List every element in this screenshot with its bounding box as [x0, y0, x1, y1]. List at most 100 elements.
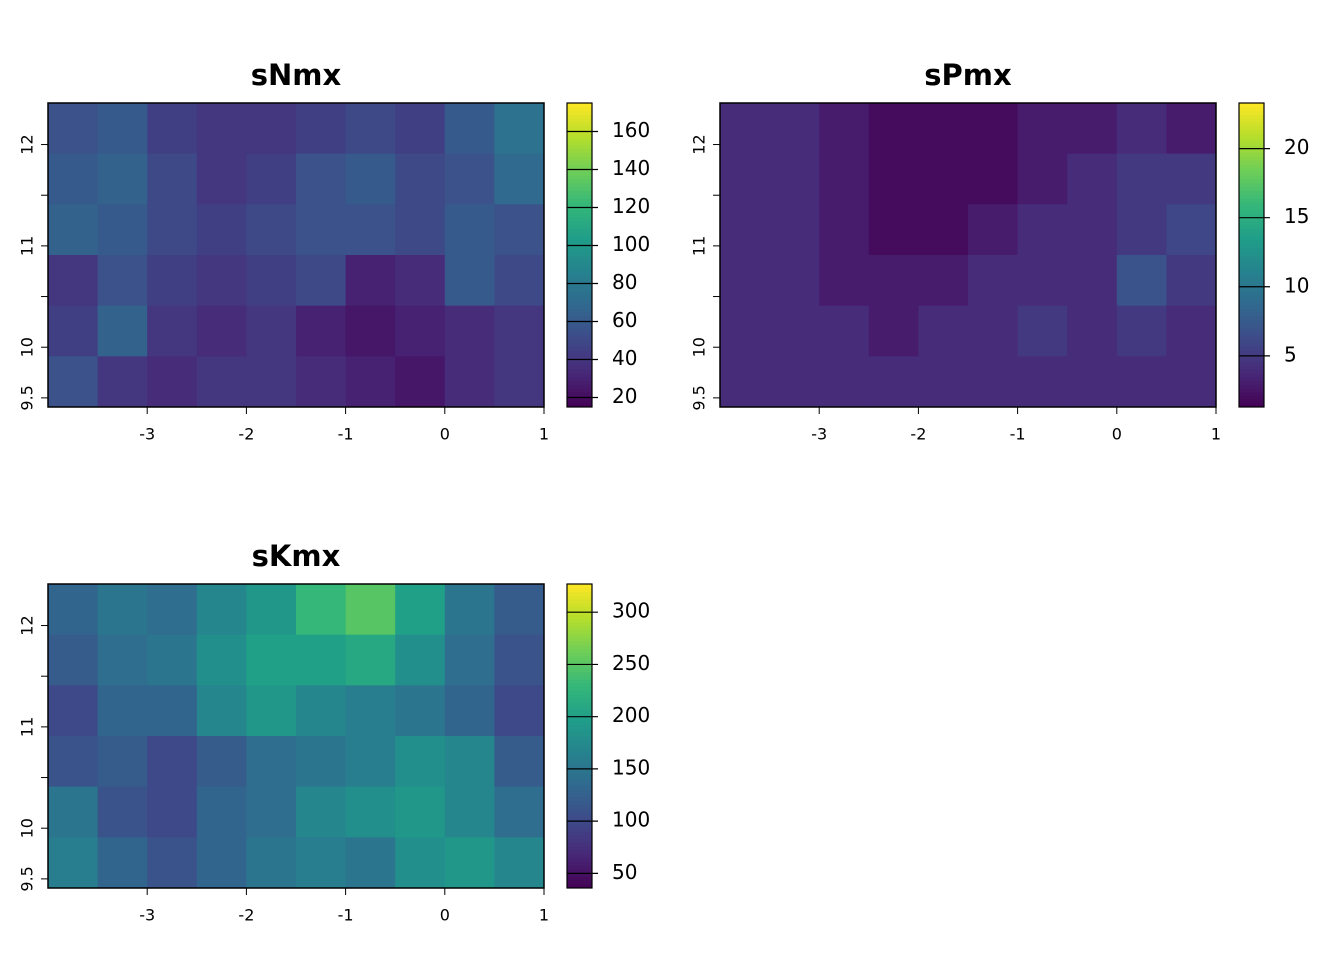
- raster-cell: [97, 634, 148, 686]
- raster-cell: [48, 204, 99, 256]
- colorbar-strip: [1239, 190, 1264, 195]
- colorbar-strip: [567, 686, 592, 691]
- colorbar-strip: [567, 342, 592, 347]
- raster-cell: [1017, 153, 1068, 205]
- raster-cell: [395, 736, 446, 788]
- colorbar-label: 160: [612, 118, 650, 142]
- raster-cell: [494, 103, 545, 155]
- raster-cell: [147, 584, 198, 636]
- x-tick-label: -1: [338, 425, 354, 444]
- colorbar-strip: [567, 739, 592, 745]
- colorbar-strip: [1239, 122, 1264, 127]
- raster-cell: [48, 837, 99, 889]
- colorbar-strip: [567, 239, 592, 245]
- raster-cell: [48, 153, 99, 205]
- raster-cell: [444, 786, 495, 838]
- y-tick-label: 12: [18, 615, 37, 635]
- colorbar-strip: [567, 846, 592, 851]
- raster-cell: [494, 736, 545, 788]
- colorbar-strip: [1239, 262, 1264, 267]
- colorbar-strip: [1239, 103, 1264, 108]
- y-tick-label: 11: [18, 717, 37, 737]
- raster-cell: [1166, 103, 1217, 155]
- colorbar-strip: [567, 323, 592, 328]
- raster-cell: [1116, 255, 1167, 307]
- raster-cell: [296, 255, 347, 307]
- colorbar-strip: [567, 148, 592, 153]
- raster-cell: [395, 255, 446, 307]
- raster-cell: [720, 153, 771, 205]
- colorbar-strip: [567, 137, 592, 142]
- raster-cell: [444, 153, 495, 205]
- colorbar-strip: [567, 644, 592, 650]
- raster-cell: [48, 305, 99, 357]
- colorbar-strip: [567, 633, 592, 638]
- colorbar-strip: [567, 648, 592, 653]
- colorbar-strip: [567, 713, 592, 718]
- raster-cell: [1017, 356, 1068, 408]
- colorbar-strip: [567, 251, 592, 256]
- colorbar-strip: [567, 255, 592, 260]
- raster-cell: [918, 255, 969, 307]
- colorbar-strip: [567, 675, 592, 680]
- colorbar-strip: [567, 789, 592, 794]
- colorbar-strip: [567, 289, 592, 294]
- raster-cell: [918, 356, 969, 408]
- raster-cell: [494, 634, 545, 686]
- raster-cell: [48, 736, 99, 788]
- colorbar-strip: [1239, 156, 1264, 161]
- colorbar-strip: [567, 724, 592, 729]
- raster-cell: [444, 736, 495, 788]
- colorbar-strip: [1239, 133, 1264, 138]
- raster-cell: [147, 305, 198, 357]
- colorbar-strip: [567, 800, 592, 805]
- colorbar-strip: [567, 179, 592, 184]
- raster-cell: [1067, 153, 1118, 205]
- y-tick-label: 10: [18, 337, 37, 357]
- colorbar-strip: [1239, 118, 1264, 123]
- raster-cell: [296, 837, 347, 889]
- colorbar-strip: [1239, 217, 1264, 222]
- colorbar-label: 100: [612, 808, 650, 832]
- x-tick-label: 1: [539, 425, 549, 444]
- colorbar-strip: [567, 156, 592, 161]
- colorbar-strip: [567, 258, 592, 264]
- colorbar-strip: [1239, 201, 1264, 207]
- colorbar-strip: [567, 220, 592, 226]
- raster-cell: [196, 584, 247, 636]
- raster-cell: [296, 356, 347, 408]
- x-tick-label: -1: [338, 906, 354, 925]
- raster-cell: [196, 305, 247, 357]
- colorbar-strip: [567, 629, 592, 634]
- raster-cell: [720, 255, 771, 307]
- colorbar-strip: [1239, 376, 1264, 381]
- colorbar-strip: [567, 338, 592, 343]
- raster-cell: [444, 305, 495, 357]
- colorbar-strip: [567, 679, 592, 684]
- colorbar-strip: [567, 186, 592, 191]
- colorbar-strip: [567, 224, 592, 229]
- colorbar-strip: [1239, 270, 1264, 275]
- colorbar-strip: [567, 350, 592, 355]
- colorbar-strip: [567, 819, 592, 824]
- raster-cell: [769, 103, 820, 155]
- raster-cell: [196, 685, 247, 737]
- raster-cell: [296, 103, 347, 155]
- raster-cell: [1017, 204, 1068, 256]
- colorbar-strip: [1239, 167, 1264, 172]
- colorbar-strip: [567, 141, 592, 146]
- raster-cell: [1116, 305, 1167, 357]
- raster-cell: [246, 685, 297, 737]
- raster-cell: [196, 255, 247, 307]
- raster-cell: [968, 204, 1019, 256]
- raster-cell: [296, 685, 347, 737]
- colorbar-strip: [1239, 228, 1264, 233]
- raster-cell: [444, 356, 495, 408]
- colorbar-strip: [1239, 266, 1264, 271]
- colorbar-strip: [1239, 160, 1264, 165]
- colorbar-strip: [567, 751, 592, 756]
- colorbar-strip: [567, 308, 592, 313]
- raster-cell: [868, 204, 919, 256]
- colorbar-strip: [567, 758, 592, 764]
- colorbar-strip: [567, 182, 592, 188]
